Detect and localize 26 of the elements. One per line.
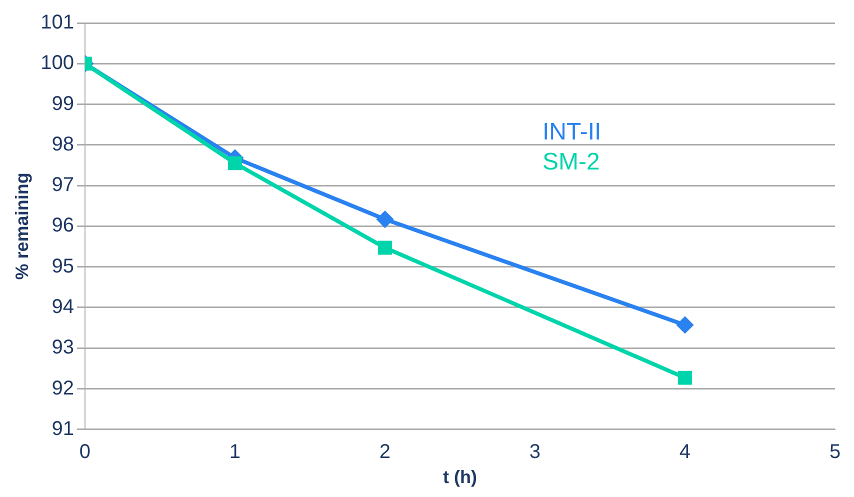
y-tick-label: 92 bbox=[52, 377, 74, 400]
x-tick-label: 3 bbox=[529, 440, 541, 463]
y-axis-title: % remaining bbox=[12, 172, 32, 280]
y-tick-label: 100 bbox=[40, 52, 74, 74]
y-tick-label: 98 bbox=[52, 133, 74, 156]
point bbox=[678, 370, 692, 385]
x-tick-label: 5 bbox=[829, 440, 841, 463]
y-tick-label: 93 bbox=[52, 336, 74, 359]
point bbox=[676, 316, 693, 333]
y-tick-label: 97 bbox=[52, 174, 74, 196]
x-tick-label: 1 bbox=[229, 440, 241, 463]
text: SM-2 bbox=[542, 148, 600, 176]
x-axis-title: t (h) bbox=[442, 467, 477, 488]
y-tick-label: 95 bbox=[52, 255, 74, 278]
point bbox=[228, 156, 242, 170]
point bbox=[376, 211, 393, 228]
y-tick-label: 96 bbox=[52, 214, 74, 237]
text: INT-II bbox=[542, 118, 602, 146]
y-tick-label: 91 bbox=[52, 418, 74, 440]
x-tick-label: 2 bbox=[379, 440, 391, 463]
y-tick-label: 94 bbox=[52, 296, 74, 318]
x-tick-label: 4 bbox=[679, 440, 691, 463]
x-tick-label: 0 bbox=[79, 440, 91, 463]
y-tick-label: 101 bbox=[40, 12, 74, 34]
y-tick-label: 99 bbox=[52, 92, 74, 115]
point bbox=[378, 240, 392, 255]
